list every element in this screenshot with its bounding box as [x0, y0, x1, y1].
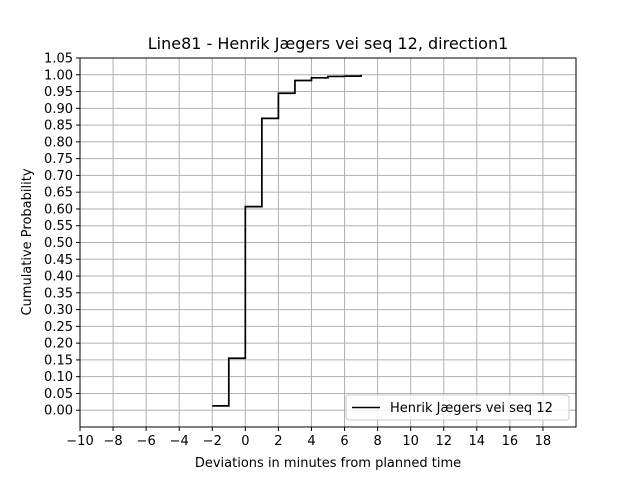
y-tick-label: 0.25: [44, 320, 73, 335]
y-tick-label: 0.55: [44, 219, 73, 234]
y-tick-label: 0.40: [44, 270, 73, 285]
grid: [79, 57, 576, 427]
x-tick-label: −4: [170, 434, 189, 449]
y-tick-label: 0.20: [44, 337, 73, 352]
y-tick-label: 0.75: [44, 152, 73, 167]
y-tick-label: 0.80: [44, 135, 73, 150]
chart-title: Line81 - Henrik Jægers vei seq 12, direc…: [148, 34, 509, 53]
y-tick-label: 0.50: [44, 236, 73, 251]
series-line: [212, 74, 362, 407]
x-tick-label: 16: [502, 434, 519, 449]
legend-box: [345, 394, 570, 421]
y-axis: 0.00 0.05 0.10 0.150.20 0.25 0.30 0.350.40 0.45…: [44, 52, 80, 419]
y-tick-label: 0.30: [44, 303, 73, 318]
x-tick-label: 0: [241, 434, 249, 449]
y-tick-label: 0.70: [44, 169, 73, 184]
series-layer: [212, 74, 362, 407]
x-tick-label: −2: [203, 434, 222, 449]
y-axis-label: Cumulative Probability: [20, 168, 35, 315]
x-tick-label: 18: [535, 434, 552, 449]
y-tick-label: 0.90: [44, 102, 73, 117]
y-tick-label: 0.60: [44, 202, 73, 217]
y-tick-label: 0.05: [44, 387, 73, 402]
x-tick-label: −10: [66, 434, 93, 449]
x-tick-label: 2: [274, 434, 282, 449]
legend-label: Henrik Jægers vei seq 12: [390, 401, 553, 416]
y-tick-label: 0.35: [44, 286, 73, 301]
y-tick-label: 1.05: [44, 52, 73, 67]
y-tick-label: 0.00: [44, 404, 73, 419]
x-tick-label: 6: [340, 434, 348, 449]
y-tick-label: 0.45: [44, 253, 73, 268]
x-axis: −10 −8 −6 −4 −2 0 2 4 6 8 10 12 14 16 18: [66, 427, 551, 449]
x-tick-label: −6: [137, 434, 156, 449]
y-tick-label: 0.10: [44, 370, 73, 385]
x-axis-label: Deviations in minutes from planned time: [195, 456, 461, 471]
y-tick-label: 0.95: [44, 85, 73, 100]
y-tick-label: 0.65: [44, 186, 73, 201]
x-tick-label: 8: [373, 434, 381, 449]
x-tick-label: 14: [469, 434, 486, 449]
y-tick-label: 0.85: [44, 119, 73, 134]
y-tick-label: 0.15: [44, 353, 73, 368]
x-tick-label: −8: [103, 434, 122, 449]
legend: Henrik Jægers vei seq 12: [345, 394, 570, 421]
x-tick-label: 4: [307, 434, 315, 449]
y-tick-label: 1.00: [44, 68, 73, 83]
x-tick-label: 10: [402, 434, 419, 449]
x-tick-label: 12: [435, 434, 452, 449]
